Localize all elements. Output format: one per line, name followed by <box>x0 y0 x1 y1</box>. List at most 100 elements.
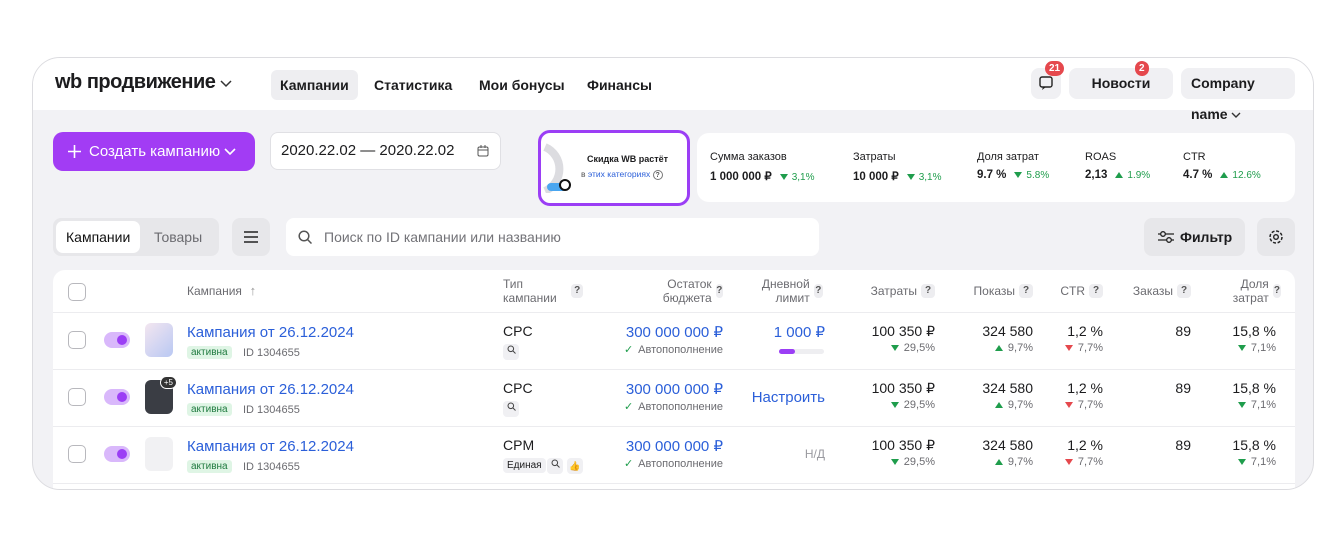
budget[interactable]: 300 000 000 ₽ <box>625 324 723 341</box>
budget[interactable]: 300 000 000 ₽ <box>625 438 723 455</box>
column-header[interactable]: Заказы? <box>1133 284 1191 298</box>
row-checkbox[interactable] <box>68 388 86 406</box>
check-icon: ✓ <box>623 458 634 470</box>
help-icon[interactable]: ? <box>1019 284 1033 298</box>
cell-change: 29,5% <box>890 342 935 354</box>
help-icon[interactable]: ? <box>571 284 583 298</box>
cell-change: 7,7% <box>1064 456 1103 468</box>
row-divider <box>53 312 1295 313</box>
daily-limit[interactable]: 1 000 ₽ <box>773 324 825 341</box>
trend-arrow <box>994 402 1003 408</box>
stat-value: 10 000 ₽ <box>853 171 899 183</box>
nav-item[interactable]: Финансы <box>587 77 652 93</box>
column-header[interactable]: Затраты? <box>871 284 935 298</box>
nav-item[interactable]: Мои бонусы <box>479 77 565 93</box>
campaign-id: ID 1304655 <box>243 347 300 359</box>
filter-label: Фильтр <box>1180 229 1233 245</box>
cell-spend: 100 350 ₽ <box>871 437 935 453</box>
cell-change: 7,7% <box>1064 342 1103 354</box>
header-checkbox[interactable] <box>68 283 86 301</box>
status-toggle[interactable] <box>104 332 130 348</box>
help-icon[interactable]: ? <box>921 284 935 298</box>
autopay: ✓ Автопополнение <box>624 343 723 356</box>
campaign-name[interactable]: Кампания от 26.12.2024 <box>187 438 354 455</box>
tabs: Кампании Товары <box>53 218 219 256</box>
cell-change: 9,7% <box>994 456 1033 468</box>
change-value: 7,1% <box>1250 342 1276 354</box>
date-range[interactable]: 2020.22.02 — 2020.22.02 <box>270 132 501 170</box>
product-image <box>145 437 173 471</box>
cell-orders: 89 <box>1175 437 1191 453</box>
stat-label: ROAS <box>1085 151 1117 163</box>
calendar-icon <box>477 145 489 157</box>
cell-change: 7,1% <box>1237 399 1276 411</box>
tab[interactable]: Кампании <box>56 221 141 253</box>
campaign-type: CPM <box>503 437 535 453</box>
cell-share: 15,8 % <box>1232 380 1276 396</box>
promo-link[interactable]: этих категориях <box>587 169 651 179</box>
logo[interactable]: wb продвижение <box>55 71 232 94</box>
column-header[interactable]: CTR? <box>1060 284 1103 298</box>
trend-arrow <box>890 345 899 351</box>
filter-button[interactable]: Фильтр <box>1144 218 1245 256</box>
cell-shows: 324 580 <box>982 323 1033 339</box>
nav-item[interactable]: Статистика <box>374 77 453 93</box>
chat-button[interactable]: 21 <box>1031 61 1065 99</box>
help-icon[interactable]: ? <box>1272 284 1281 298</box>
status-toggle[interactable] <box>104 446 130 462</box>
column-header[interactable]: Остаток бюджета? <box>661 277 723 305</box>
budget[interactable]: 300 000 000 ₽ <box>625 381 723 398</box>
create-button[interactable]: Создать кампанию <box>53 132 255 171</box>
row-checkbox[interactable] <box>68 331 86 349</box>
stat: Затраты 10 000 ₽ 3,1% <box>853 151 941 183</box>
stat-label: Сумма заказов <box>710 151 787 163</box>
help-icon[interactable]: ? <box>715 284 723 298</box>
stat-change: 3,1% <box>918 172 942 183</box>
cell-shows: 324 580 <box>982 437 1033 453</box>
column-header[interactable]: Кампания ↑ <box>187 283 260 299</box>
cell-change: 7,1% <box>1237 342 1276 354</box>
trend-arrow <box>890 402 899 408</box>
chat-icon <box>1039 76 1053 90</box>
search-input[interactable]: Поиск по ID кампании или названию <box>286 218 819 256</box>
stat-change: 1.9% <box>1127 170 1151 181</box>
trend-arrow <box>994 459 1003 465</box>
cell-change: 29,5% <box>890 399 935 411</box>
sort-icon[interactable]: ↑ <box>249 283 257 298</box>
promo-card[interactable]: Скидка WB растёт в этих категориях ? <box>538 130 690 206</box>
change-value: 29,5% <box>903 342 935 354</box>
app-window: wb продвижение Кампании Статистика Мои б… <box>32 57 1314 490</box>
tab[interactable]: Товары <box>154 229 203 245</box>
promo-gauge <box>543 143 571 193</box>
column-header[interactable]: Тип кампании? <box>503 277 583 305</box>
column-header[interactable]: Доля затрат? <box>1229 277 1281 305</box>
company-button[interactable]: Company name <box>1181 68 1295 122</box>
column-header[interactable]: Показы? <box>974 284 1033 298</box>
column-title: Показы <box>973 284 1015 298</box>
stat-label: Затраты <box>853 151 896 163</box>
change-value: 9,7% <box>1007 399 1033 411</box>
row-checkbox[interactable] <box>68 445 86 463</box>
menu-button[interactable] <box>232 218 270 256</box>
search-icon <box>298 230 312 244</box>
stats-card: Сумма заказов 1 000 000 ₽ 3,1% Затраты 10 00… <box>697 133 1295 202</box>
campaign-name[interactable]: Кампания от 26.12.2024 <box>187 381 354 398</box>
status-toggle[interactable] <box>104 389 130 405</box>
nav-item[interactable]: Кампании <box>271 70 358 100</box>
trend-arrow <box>779 173 788 180</box>
cell-share: 15,8 % <box>1232 323 1276 339</box>
like-tag: 👍 <box>567 458 583 474</box>
column-header[interactable]: Дневной лимит? <box>753 277 823 305</box>
menu-icon <box>244 231 258 243</box>
campaign-name[interactable]: Кампания от 26.12.2024 <box>187 324 354 341</box>
column-title: Остаток бюджета <box>662 277 712 305</box>
row-divider <box>53 369 1295 370</box>
settings-button[interactable] <box>1257 218 1295 256</box>
help-icon[interactable]: ? <box>1089 284 1103 298</box>
help-icon[interactable]: ? <box>813 284 823 298</box>
help-icon[interactable]: ? <box>1177 284 1191 298</box>
daily-limit[interactable]: Настроить <box>751 389 825 406</box>
create-label: Создать кампанию <box>89 143 221 160</box>
news-button[interactable]: Новости 2 <box>1069 61 1173 99</box>
search-tag <box>503 344 519 360</box>
